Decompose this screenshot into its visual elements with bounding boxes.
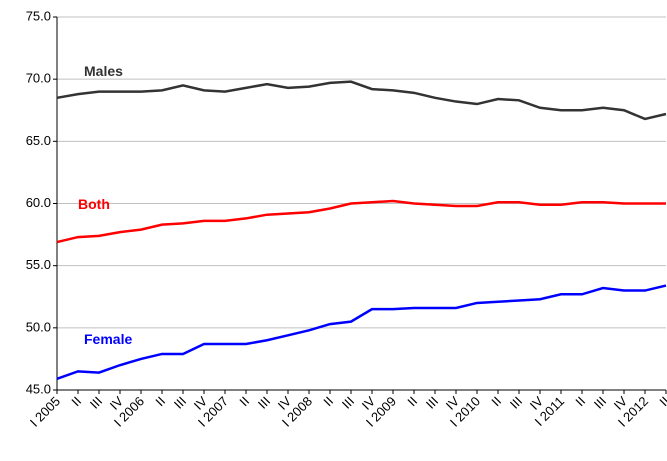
x-tick-label: III [339,394,357,412]
x-tick-label: I 2005 [27,394,63,430]
x-tick-label: II [152,394,168,410]
x-tick-label: II [488,394,504,410]
series-label: Both [78,196,110,212]
series-label: Males [84,63,123,79]
x-tick-label: III [507,394,525,412]
y-tick-label: 70.0 [26,71,51,86]
x-tick-label: II [320,394,336,410]
y-tick-label: 60.0 [26,195,51,210]
x-tick-label: II [404,394,420,410]
x-tick-label: II [68,394,84,410]
series-label: Female [84,331,132,347]
series-line [56,80,667,121]
y-tick-label: 75.0 [26,8,51,23]
x-tick-label: III [591,394,609,412]
y-tick-label: 45.0 [26,381,51,396]
x-tick-label: III [423,394,441,412]
x-tick-label: III [171,394,189,412]
series-line [56,284,667,380]
y-tick-label: 55.0 [26,257,51,272]
x-tick-label: III [87,394,105,412]
y-tick-label: 50.0 [26,319,51,334]
x-tick-label: III [255,394,273,412]
x-tick-label: II [656,394,667,410]
y-tick-label: 65.0 [26,133,51,148]
x-tick-label: II [236,394,252,410]
x-tick-label: II [572,394,588,410]
series-line [56,199,666,244]
